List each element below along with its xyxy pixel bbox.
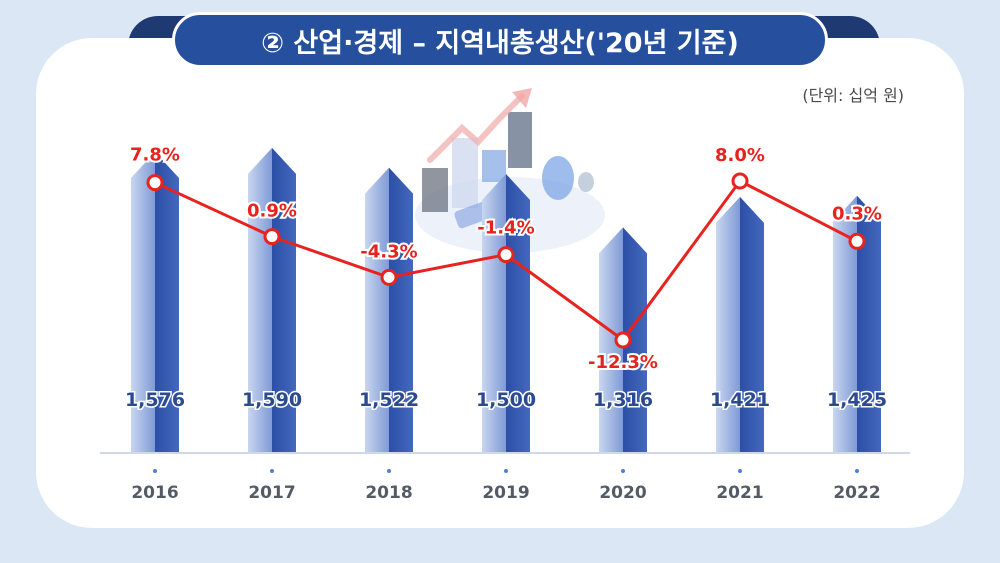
growth-illustration — [415, 88, 605, 253]
bar-left-face — [248, 147, 272, 452]
x-tick-label: 2020 — [599, 483, 646, 503]
bar-value-label: 1,590 — [242, 389, 302, 411]
growth-point-2021 — [731, 172, 749, 190]
x-tick-dot — [270, 469, 274, 473]
x-tick-dot — [504, 469, 508, 473]
bar-value-label: 1,316 — [593, 389, 653, 411]
unit-label: (단위: 십억 원) — [802, 86, 904, 105]
x-tick-label: 2018 — [365, 483, 412, 503]
bar-right-face — [389, 167, 413, 452]
x-tick-dot — [738, 469, 742, 473]
growth-rate-label: -4.3% — [360, 241, 417, 262]
bar-left-face — [599, 227, 623, 452]
bar-right-face — [740, 196, 764, 452]
growth-point-2020 — [614, 331, 632, 349]
bar-right-face — [155, 151, 179, 452]
bar-right-face — [623, 227, 647, 452]
x-tick-dot — [855, 469, 859, 473]
bar-value-label: 1,522 — [359, 389, 419, 411]
x-tick-dot — [387, 469, 391, 473]
bar-left-face — [482, 174, 506, 452]
bar-value-label: 1,500 — [476, 389, 536, 411]
bar-value-label: 1,421 — [710, 389, 770, 411]
x-tick-label: 2019 — [482, 483, 529, 503]
growth-rate-label: 0.9% — [247, 201, 297, 222]
growth-point-2022 — [848, 232, 866, 250]
chart-title: ② 산업·경제 – 지역내총생산('20년 기준) — [261, 27, 739, 59]
bar-2021: 1,421 — [708, 196, 772, 452]
growth-point-2017 — [263, 228, 281, 246]
growth-point-2016 — [146, 174, 164, 192]
bar-2022: 1,425 — [825, 195, 889, 452]
bar-value-label: 1,576 — [125, 389, 185, 411]
bar-2016: 1,576 — [123, 151, 187, 452]
bar-left-face — [716, 196, 740, 452]
x-tick-label: 2017 — [248, 483, 295, 503]
bar-right-face — [506, 174, 530, 452]
growth-rate-label: 8.0% — [715, 145, 765, 166]
growth-point-2018 — [380, 268, 398, 286]
bar-2020: 1,316 — [591, 227, 655, 452]
growth-point-2019 — [497, 246, 515, 264]
x-tick-dot — [153, 469, 157, 473]
growth-rate-label: -1.4% — [477, 218, 534, 239]
title-banner: ② 산업·경제 – 지역내총생산('20년 기준) — [172, 12, 828, 68]
x-tick-dot — [621, 469, 625, 473]
x-tick-label: 2016 — [131, 483, 178, 503]
growth-rate-label: 7.8% — [130, 145, 180, 166]
x-tick-label: 2022 — [833, 483, 880, 503]
bar-2017: 1,590 — [240, 147, 304, 452]
bar-left-face — [131, 151, 155, 452]
growth-rate-label: 0.3% — [832, 203, 882, 224]
x-tick-label: 2021 — [716, 483, 763, 503]
bar-value-label: 1,425 — [827, 389, 887, 411]
bar-2018: 1,522 — [357, 167, 421, 452]
bar-left-face — [833, 195, 857, 452]
growth-rate-label: -12.3% — [588, 352, 658, 373]
bar-right-face — [857, 195, 881, 452]
bar-right-face — [272, 147, 296, 452]
bar-left-face — [365, 167, 389, 452]
bar-2019: 1,500 — [474, 174, 538, 452]
